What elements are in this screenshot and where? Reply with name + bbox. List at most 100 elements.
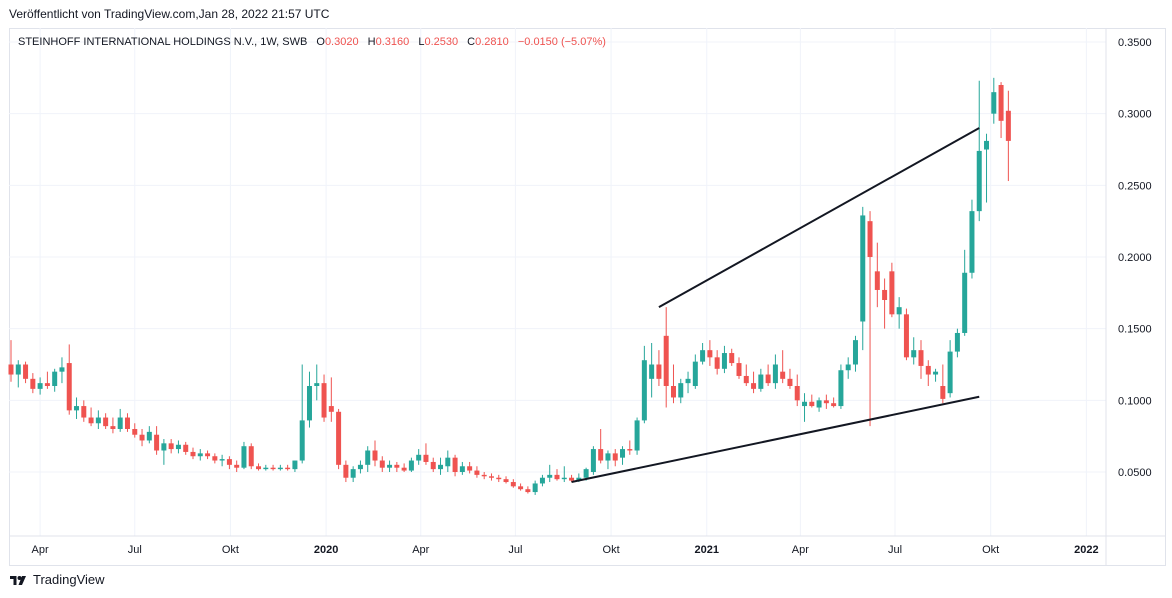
candle <box>416 449 422 465</box>
price-tick-label: 0.3500 <box>1118 37 1152 49</box>
candle-body <box>729 353 735 364</box>
candle <box>197 449 203 461</box>
candle <box>314 364 320 401</box>
candle <box>234 460 240 472</box>
candle-body <box>794 386 800 401</box>
candle-body <box>510 482 516 487</box>
candle-body <box>416 454 422 461</box>
candle <box>947 340 953 398</box>
candle-body <box>721 353 727 369</box>
candle <box>52 368 58 392</box>
candle-body <box>765 374 771 384</box>
candle <box>896 297 902 329</box>
candle-body <box>459 466 465 472</box>
candle-body <box>154 434 160 451</box>
candle <box>889 262 895 318</box>
candle-body <box>212 456 218 461</box>
candle-body <box>998 85 1004 121</box>
candle-body <box>976 150 982 212</box>
candle-body <box>831 403 837 407</box>
candle-body <box>277 467 283 470</box>
candle-body <box>256 466 262 470</box>
candle-body <box>554 474 560 480</box>
low-label: L <box>418 36 425 48</box>
price-tick-label: 0.3000 <box>1118 109 1152 121</box>
candle-body <box>408 460 414 471</box>
candle-body <box>321 383 327 418</box>
candle <box>357 460 363 474</box>
candle <box>226 456 232 470</box>
candle <box>547 464 553 483</box>
candle <box>518 483 524 491</box>
candle <box>663 307 669 408</box>
candle-body <box>241 446 247 468</box>
candle <box>306 371 312 428</box>
candle <box>459 461 465 475</box>
candle-body <box>751 383 757 389</box>
candle-body <box>525 489 531 493</box>
candle <box>445 450 451 472</box>
candle-body <box>146 431 152 441</box>
candle-body <box>641 360 647 421</box>
candle <box>627 440 633 455</box>
trendlines <box>571 127 980 484</box>
candle <box>634 417 640 455</box>
candle-body <box>896 307 902 315</box>
candle <box>758 368 764 392</box>
candle <box>1005 90 1011 182</box>
candle-body <box>707 350 713 358</box>
candle <box>670 364 676 404</box>
candle <box>474 466 480 478</box>
candle <box>190 447 196 460</box>
candle-body <box>947 351 953 394</box>
candle-body <box>787 378 793 386</box>
candle <box>984 133 990 203</box>
candle-body <box>1005 110 1011 141</box>
candle <box>765 364 771 386</box>
candle <box>809 394 815 408</box>
candle <box>714 350 720 375</box>
time-tick-label: 2020 <box>314 544 338 556</box>
candle <box>736 357 742 379</box>
candle-body <box>175 444 181 450</box>
candle-body <box>867 221 873 257</box>
candle-body <box>299 420 305 461</box>
candle-body <box>445 457 451 467</box>
candle <box>532 480 538 495</box>
brand-name: TradingView <box>33 572 105 587</box>
candle <box>882 278 888 329</box>
candle-body <box>925 365 931 375</box>
candle-body <box>430 461 436 470</box>
candle <box>103 413 109 429</box>
candle <box>700 343 706 365</box>
candle <box>117 408 123 432</box>
candle-body <box>292 460 298 470</box>
candle <box>794 374 800 407</box>
candle <box>852 335 858 372</box>
candle-body <box>685 378 691 384</box>
price-tick-label: 0.2500 <box>1118 180 1152 192</box>
candle-body <box>452 457 458 472</box>
candle-body <box>66 363 72 411</box>
price-tick-label: 0.0500 <box>1118 467 1152 479</box>
candle <box>423 443 429 465</box>
candle-body <box>758 374 764 389</box>
candle <box>241 441 247 470</box>
tradingview-brand[interactable]: TradingView <box>10 572 105 587</box>
candle <box>787 368 793 389</box>
open-label: O <box>316 36 325 48</box>
candle-body <box>692 361 698 386</box>
candle <box>285 464 291 471</box>
candle <box>692 354 698 389</box>
candle-body <box>583 469 589 478</box>
time-tick-label: Jul <box>128 544 142 556</box>
candle <box>132 423 138 438</box>
candle <box>408 457 414 472</box>
candle <box>161 439 167 465</box>
candle <box>299 364 305 464</box>
candle-body <box>59 367 65 372</box>
candle <box>525 486 531 494</box>
chart-frame[interactable] <box>9 28 1166 566</box>
candle <box>365 446 371 472</box>
